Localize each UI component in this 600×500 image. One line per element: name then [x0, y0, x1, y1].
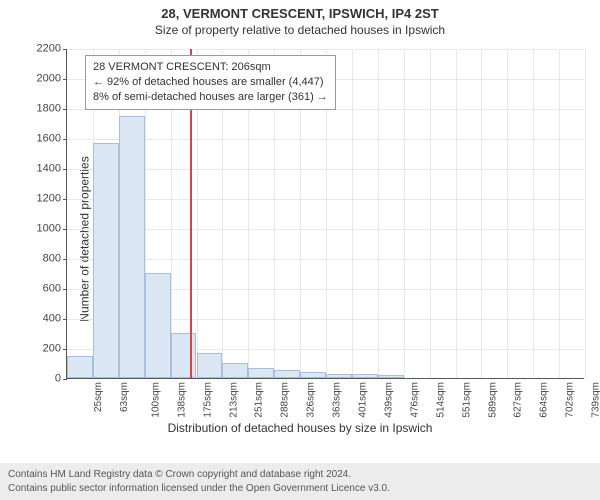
y-tick-mark [63, 139, 67, 140]
histogram-bar [222, 363, 248, 378]
y-tick-mark [63, 109, 67, 110]
gridline-v [507, 49, 508, 378]
x-tick-label: 288sqm [280, 382, 291, 418]
x-tick-label: 702sqm [565, 382, 576, 418]
gridline-v [378, 49, 379, 378]
gridline-v [352, 49, 353, 378]
x-tick-label: 326sqm [306, 382, 317, 418]
chart-title-sub: Size of property relative to detached ho… [0, 21, 600, 41]
gridline-v [533, 49, 534, 378]
gridline-v [585, 49, 586, 378]
y-tick-label: 800 [27, 254, 67, 265]
y-tick-mark [63, 49, 67, 50]
y-tick-label: 1200 [27, 194, 67, 205]
plot-region: 0200400600800100012001400160018002000220… [66, 49, 584, 379]
x-tick-label: 551sqm [461, 382, 472, 418]
callout-box: 28 VERMONT CRESCENT: 206sqm← 92% of deta… [85, 55, 336, 110]
y-tick-label: 600 [27, 284, 67, 295]
histogram-bar [93, 143, 119, 379]
x-axis-label: Distribution of detached houses by size … [0, 421, 600, 435]
x-tick-label: 627sqm [513, 382, 524, 418]
y-tick-label: 1000 [27, 224, 67, 235]
histogram-bar [248, 368, 274, 379]
x-tick-label: 251sqm [254, 382, 265, 418]
gridline-v [456, 49, 457, 378]
gridline-v [481, 49, 482, 378]
y-tick-label: 1600 [27, 134, 67, 145]
callout-line: 8% of semi-detached houses are larger (3… [93, 90, 328, 105]
x-tick-label: 439sqm [383, 382, 394, 418]
x-tick-label: 739sqm [591, 382, 600, 418]
y-tick-mark [63, 289, 67, 290]
y-tick-label: 200 [27, 344, 67, 355]
histogram-bar [300, 372, 326, 378]
histogram-bar [67, 356, 93, 379]
histogram-bar [197, 353, 223, 379]
y-tick-mark [63, 379, 67, 380]
callout-line: 28 VERMONT CRESCENT: 206sqm [93, 60, 328, 75]
x-tick-label: 476sqm [409, 382, 420, 418]
y-tick-mark [63, 199, 67, 200]
y-tick-label: 400 [27, 314, 67, 325]
y-tick-mark [63, 229, 67, 230]
y-tick-label: 0 [27, 374, 67, 385]
y-tick-label: 2200 [27, 44, 67, 55]
histogram-bar [378, 375, 404, 378]
gridline-v [404, 49, 405, 378]
footer-line-1: Contains HM Land Registry data © Crown c… [8, 468, 592, 482]
histogram-bar [171, 333, 197, 378]
gridline-v [430, 49, 431, 378]
x-tick-label: 100sqm [150, 382, 161, 418]
y-tick-label: 1400 [27, 164, 67, 175]
histogram-bar [145, 273, 171, 378]
histogram-bar [274, 370, 300, 378]
y-tick-mark [63, 259, 67, 260]
footer-attribution: Contains HM Land Registry data © Crown c… [0, 463, 600, 500]
x-tick-label: 25sqm [93, 382, 104, 412]
y-tick-mark [63, 79, 67, 80]
y-tick-mark [63, 169, 67, 170]
y-tick-label: 2000 [27, 74, 67, 85]
histogram-bar [326, 374, 352, 379]
chart-area: Number of detached properties 0200400600… [0, 41, 600, 437]
x-tick-label: 213sqm [228, 382, 239, 418]
gridline-v [559, 49, 560, 378]
footer-line-2: Contains public sector information licen… [8, 482, 592, 496]
y-tick-mark [63, 319, 67, 320]
x-tick-label: 664sqm [539, 382, 550, 418]
x-tick-label: 138sqm [176, 382, 187, 418]
x-tick-label: 363sqm [332, 382, 343, 418]
x-tick-label: 589sqm [487, 382, 498, 418]
histogram-bar [352, 374, 378, 378]
chart-title-main: 28, VERMONT CRESCENT, IPSWICH, IP4 2ST [0, 0, 600, 21]
x-tick-label: 401sqm [358, 382, 369, 418]
y-tick-label: 1800 [27, 104, 67, 115]
callout-line: ← 92% of detached houses are smaller (4,… [93, 75, 328, 90]
x-tick-label: 63sqm [119, 382, 130, 412]
y-tick-mark [63, 349, 67, 350]
x-tick-label: 175sqm [202, 382, 213, 418]
histogram-bar [119, 116, 145, 379]
x-tick-label: 514sqm [435, 382, 446, 418]
